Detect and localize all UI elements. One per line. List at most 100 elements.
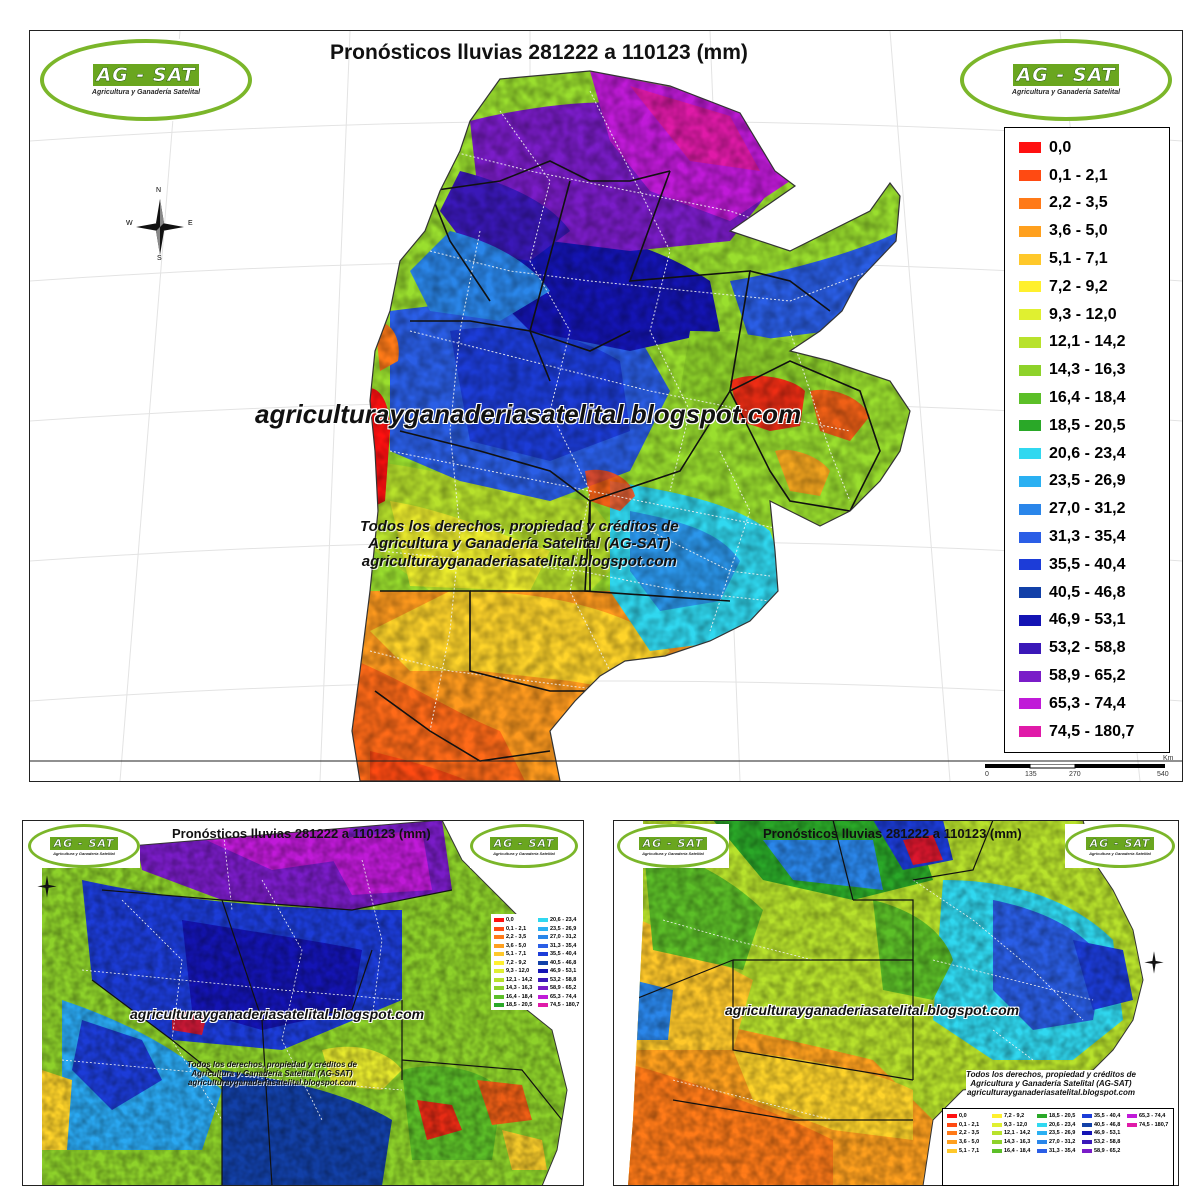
legend-swatch xyxy=(1019,698,1041,710)
legend-item: 31,3 - 35,4 xyxy=(1019,523,1169,551)
legend-swatch xyxy=(494,986,504,991)
legend-swatch xyxy=(1019,225,1041,237)
legend-item: 53,2 - 58,8 xyxy=(1082,1138,1127,1147)
logo-subtitle: Agricultura y Ganadería Satelital xyxy=(1089,850,1151,856)
legend-label: 74,5 - 180,7 xyxy=(1049,722,1135,740)
legend-item: 27,0 - 31,2 xyxy=(1037,1138,1082,1147)
legend-label: 35,5 - 40,4 xyxy=(1094,1113,1121,1120)
legend-label: 9,3 - 12,0 xyxy=(1049,305,1117,323)
legend-item: 0,1 - 2,1 xyxy=(1019,162,1169,190)
ag-sat-logo-left: AG - SAT Agricultura y Ganadería Satelit… xyxy=(617,824,729,868)
legend-item: 53,2 - 58,8 xyxy=(538,976,582,985)
logo-subtitle: Agricultura y Ganadería Satelital xyxy=(1011,89,1121,96)
legend-label: 46,9 - 53,1 xyxy=(550,968,577,975)
legend-swatch xyxy=(1037,1114,1047,1119)
legend-label: 3,6 - 5,0 xyxy=(506,942,527,949)
legend-label: 46,9 - 53,1 xyxy=(1094,1130,1121,1137)
legend-swatch xyxy=(992,1114,1002,1119)
legend-item: 40,5 - 46,8 xyxy=(1082,1121,1127,1130)
legend-label: 40,5 - 46,8 xyxy=(1094,1121,1121,1128)
legend-label: 0,1 - 2,1 xyxy=(959,1121,980,1128)
legend-item: 0,0 xyxy=(947,1112,992,1121)
legend-label: 18,5 - 20,5 xyxy=(1049,1113,1076,1120)
legend-label: 20,6 - 23,4 xyxy=(1049,444,1126,462)
rights-line: agriculturayganaderiasatelital.blogspot.… xyxy=(187,1078,356,1088)
legend-label: 58,9 - 65,2 xyxy=(550,985,577,992)
rights-line: agriculturayganaderiasatelital.blogspot.… xyxy=(966,1088,1135,1098)
legend-item: 27,0 - 31,2 xyxy=(538,933,582,942)
legend-swatch xyxy=(947,1131,957,1136)
legend-item: 14,3 - 16,3 xyxy=(992,1138,1037,1147)
legend-label: 2,2 - 3,5 xyxy=(506,934,527,941)
rights-notice: Todos los derechos, propiedad y créditos… xyxy=(187,1060,357,1088)
legend-item: 74,5 - 180,7 xyxy=(1127,1121,1172,1130)
legend-item: 9,3 - 12,0 xyxy=(494,967,538,976)
legend-item: 12,1 - 14,2 xyxy=(494,976,538,985)
map-title: Pronósticos lluvias 281222 a 110123 (mm) xyxy=(763,826,1022,841)
rainfall-legend-compact: 0,0 0,1 - 2,1 2,2 - 3,5 3,6 - 5,0 5,1 - 7,1 7… xyxy=(942,1108,1174,1186)
legend-label: 31,3 - 35,4 xyxy=(1049,528,1126,546)
legend-swatch xyxy=(1019,475,1041,487)
legend-item: 9,3 - 12,0 xyxy=(992,1121,1037,1130)
scale-label: 135 xyxy=(1025,771,1037,778)
legend-swatch xyxy=(538,960,548,965)
legend-label: 40,5 - 46,8 xyxy=(1049,583,1126,601)
legend-item: 65,3 - 74,4 xyxy=(1127,1112,1172,1121)
legend-swatch xyxy=(947,1140,957,1145)
compass-rose-icon xyxy=(34,872,60,900)
rights-line: Todos los derechos, propiedad y créditos… xyxy=(360,518,679,535)
legend-item: 14,3 - 16,3 xyxy=(494,984,538,993)
rights-line: agriculturayganaderiasatelital.blogspot.… xyxy=(361,552,677,570)
logo-text: AG - SAT xyxy=(489,836,559,850)
legend-swatch xyxy=(538,918,548,923)
logo-subtitle: Agricultura y Ganadería Satelital xyxy=(91,89,201,96)
scale-bar: 0 135 270 540 Km xyxy=(985,755,1175,778)
legend-item: 58,9 - 65,2 xyxy=(538,984,582,993)
legend-label: 58,9 - 65,2 xyxy=(1094,1147,1121,1154)
legend-item: 27,0 - 31,2 xyxy=(1019,495,1169,523)
rights-line: Todos los derechos, propiedad y créditos… xyxy=(966,1070,1136,1079)
legend-swatch xyxy=(1082,1114,1092,1119)
legend-swatch xyxy=(1019,726,1041,738)
legend-swatch xyxy=(494,977,504,982)
legend-item: 23,5 - 26,9 xyxy=(1037,1129,1082,1138)
legend-swatch xyxy=(1019,253,1041,265)
map-title: Pronósticos lluvias 281222 a 110123 (mm) xyxy=(172,826,431,841)
rights-line: Todos los derechos, propiedad y créditos… xyxy=(187,1060,357,1069)
legend-item: 23,5 - 26,9 xyxy=(1019,468,1169,496)
legend-swatch xyxy=(1019,142,1041,154)
legend-swatch xyxy=(1019,559,1041,571)
legend-item: 2,2 - 3,5 xyxy=(1019,190,1169,218)
legend-label: 16,4 - 18,4 xyxy=(506,993,533,1000)
legend-swatch xyxy=(947,1148,957,1153)
legend-label: 18,5 - 20,5 xyxy=(506,1002,533,1009)
legend-item: 31,3 - 35,4 xyxy=(1037,1146,1082,1155)
legend-swatch xyxy=(1082,1140,1092,1145)
legend-swatch xyxy=(1037,1140,1047,1145)
compass-w-label: W xyxy=(126,220,133,227)
legend-label: 46,9 - 53,1 xyxy=(1049,611,1126,629)
legend-item: 7,2 - 9,2 xyxy=(992,1112,1037,1121)
ag-sat-logo-right: AG - SAT Agricultura y Ganadería Satelit… xyxy=(470,824,578,868)
legend-item: 31,3 - 35,4 xyxy=(538,942,582,951)
legend-item: 74,5 - 180,7 xyxy=(1019,718,1169,746)
legend-label: 23,5 - 26,9 xyxy=(1049,1130,1076,1137)
legend-swatch xyxy=(494,994,504,999)
legend-label: 0,0 xyxy=(506,917,514,924)
map-title: Pronósticos lluvias 281222 a 110123 (mm) xyxy=(330,41,748,64)
legend-label: 35,5 - 40,4 xyxy=(1049,555,1126,573)
legend-label: 5,1 - 7,1 xyxy=(506,951,527,958)
legend-swatch xyxy=(1019,364,1041,376)
legend-swatch xyxy=(494,952,504,957)
rights-line: Agricultura y Ganadería Satelital (AG-SA… xyxy=(191,1069,353,1079)
legend-label: 3,6 - 5,0 xyxy=(959,1139,980,1146)
legend-swatch xyxy=(538,1003,548,1008)
legend-item: 46,9 - 53,1 xyxy=(1019,607,1169,635)
scale-label: 0 xyxy=(985,771,989,778)
legend-swatch xyxy=(494,1003,504,1008)
legend-swatch xyxy=(494,969,504,974)
scale-label: 540 xyxy=(1157,771,1169,778)
legend-item: 16,4 - 18,4 xyxy=(992,1146,1037,1155)
legend-item: 7,2 - 9,2 xyxy=(1019,273,1169,301)
legend-item: 0,0 xyxy=(494,916,538,925)
